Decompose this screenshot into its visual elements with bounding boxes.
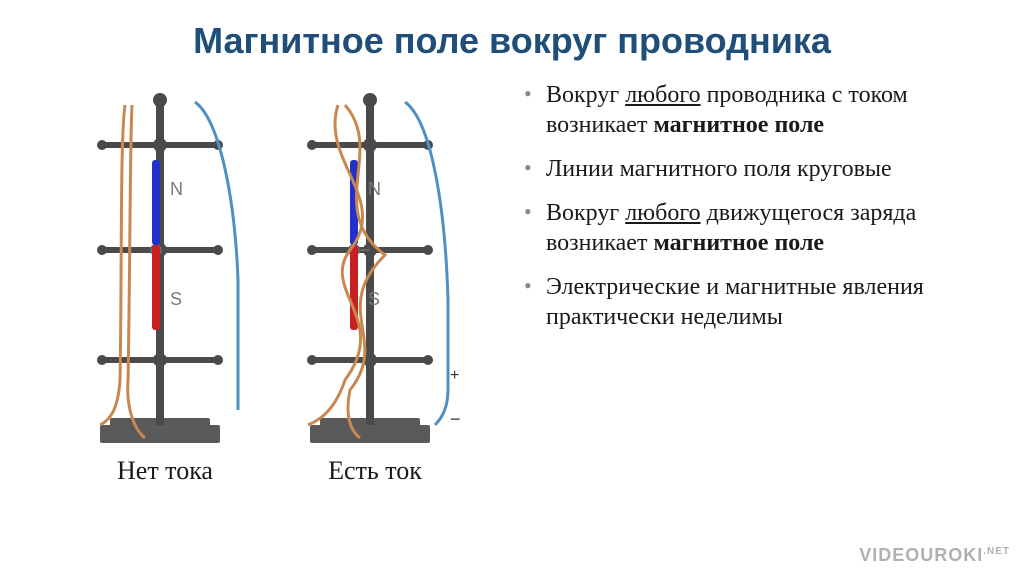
diagram-column: NS Нет тока NS+− Есть ток	[30, 80, 510, 486]
slide-title: Магнитное поле вокруг проводника	[0, 0, 1024, 62]
watermark: VIDEOUROKI.NET	[859, 545, 1010, 566]
bullet-item: Линии магнитного поля круговые	[520, 154, 994, 184]
svg-text:+: +	[450, 367, 459, 384]
bullet-item: Электрические и магнитные явления практи…	[520, 272, 994, 332]
watermark-suffix: .NET	[983, 546, 1010, 557]
watermark-main: VIDEOUROKI	[859, 545, 983, 565]
diagram-pair: NS Нет тока NS+− Есть ток	[80, 80, 460, 486]
bullet-column: Вокруг любого проводника с током возника…	[510, 80, 994, 486]
caption-with-current: Есть ток	[328, 456, 422, 486]
diagram-no-current: NS Нет тока	[80, 80, 250, 486]
svg-text:N: N	[368, 179, 381, 199]
apparatus-no-current: NS	[80, 80, 250, 450]
bullet-item: Вокруг любого движущегося заряда возника…	[520, 198, 994, 258]
svg-text:S: S	[368, 289, 380, 309]
svg-text:−: −	[450, 409, 460, 429]
content-row: NS Нет тока NS+− Есть ток Вокруг любого …	[0, 62, 1024, 486]
diagram-with-current: N S + − Есть ток	[290, 80, 460, 486]
svg-text:N: N	[170, 179, 183, 199]
bullet-list: Вокруг любого проводника с током возника…	[520, 80, 994, 332]
apparatus-with-current: N S + −	[290, 80, 460, 450]
svg-text:S: S	[170, 289, 182, 309]
caption-no-current: Нет тока	[117, 456, 213, 486]
bullet-item: Вокруг любого проводника с током возника…	[520, 80, 994, 140]
